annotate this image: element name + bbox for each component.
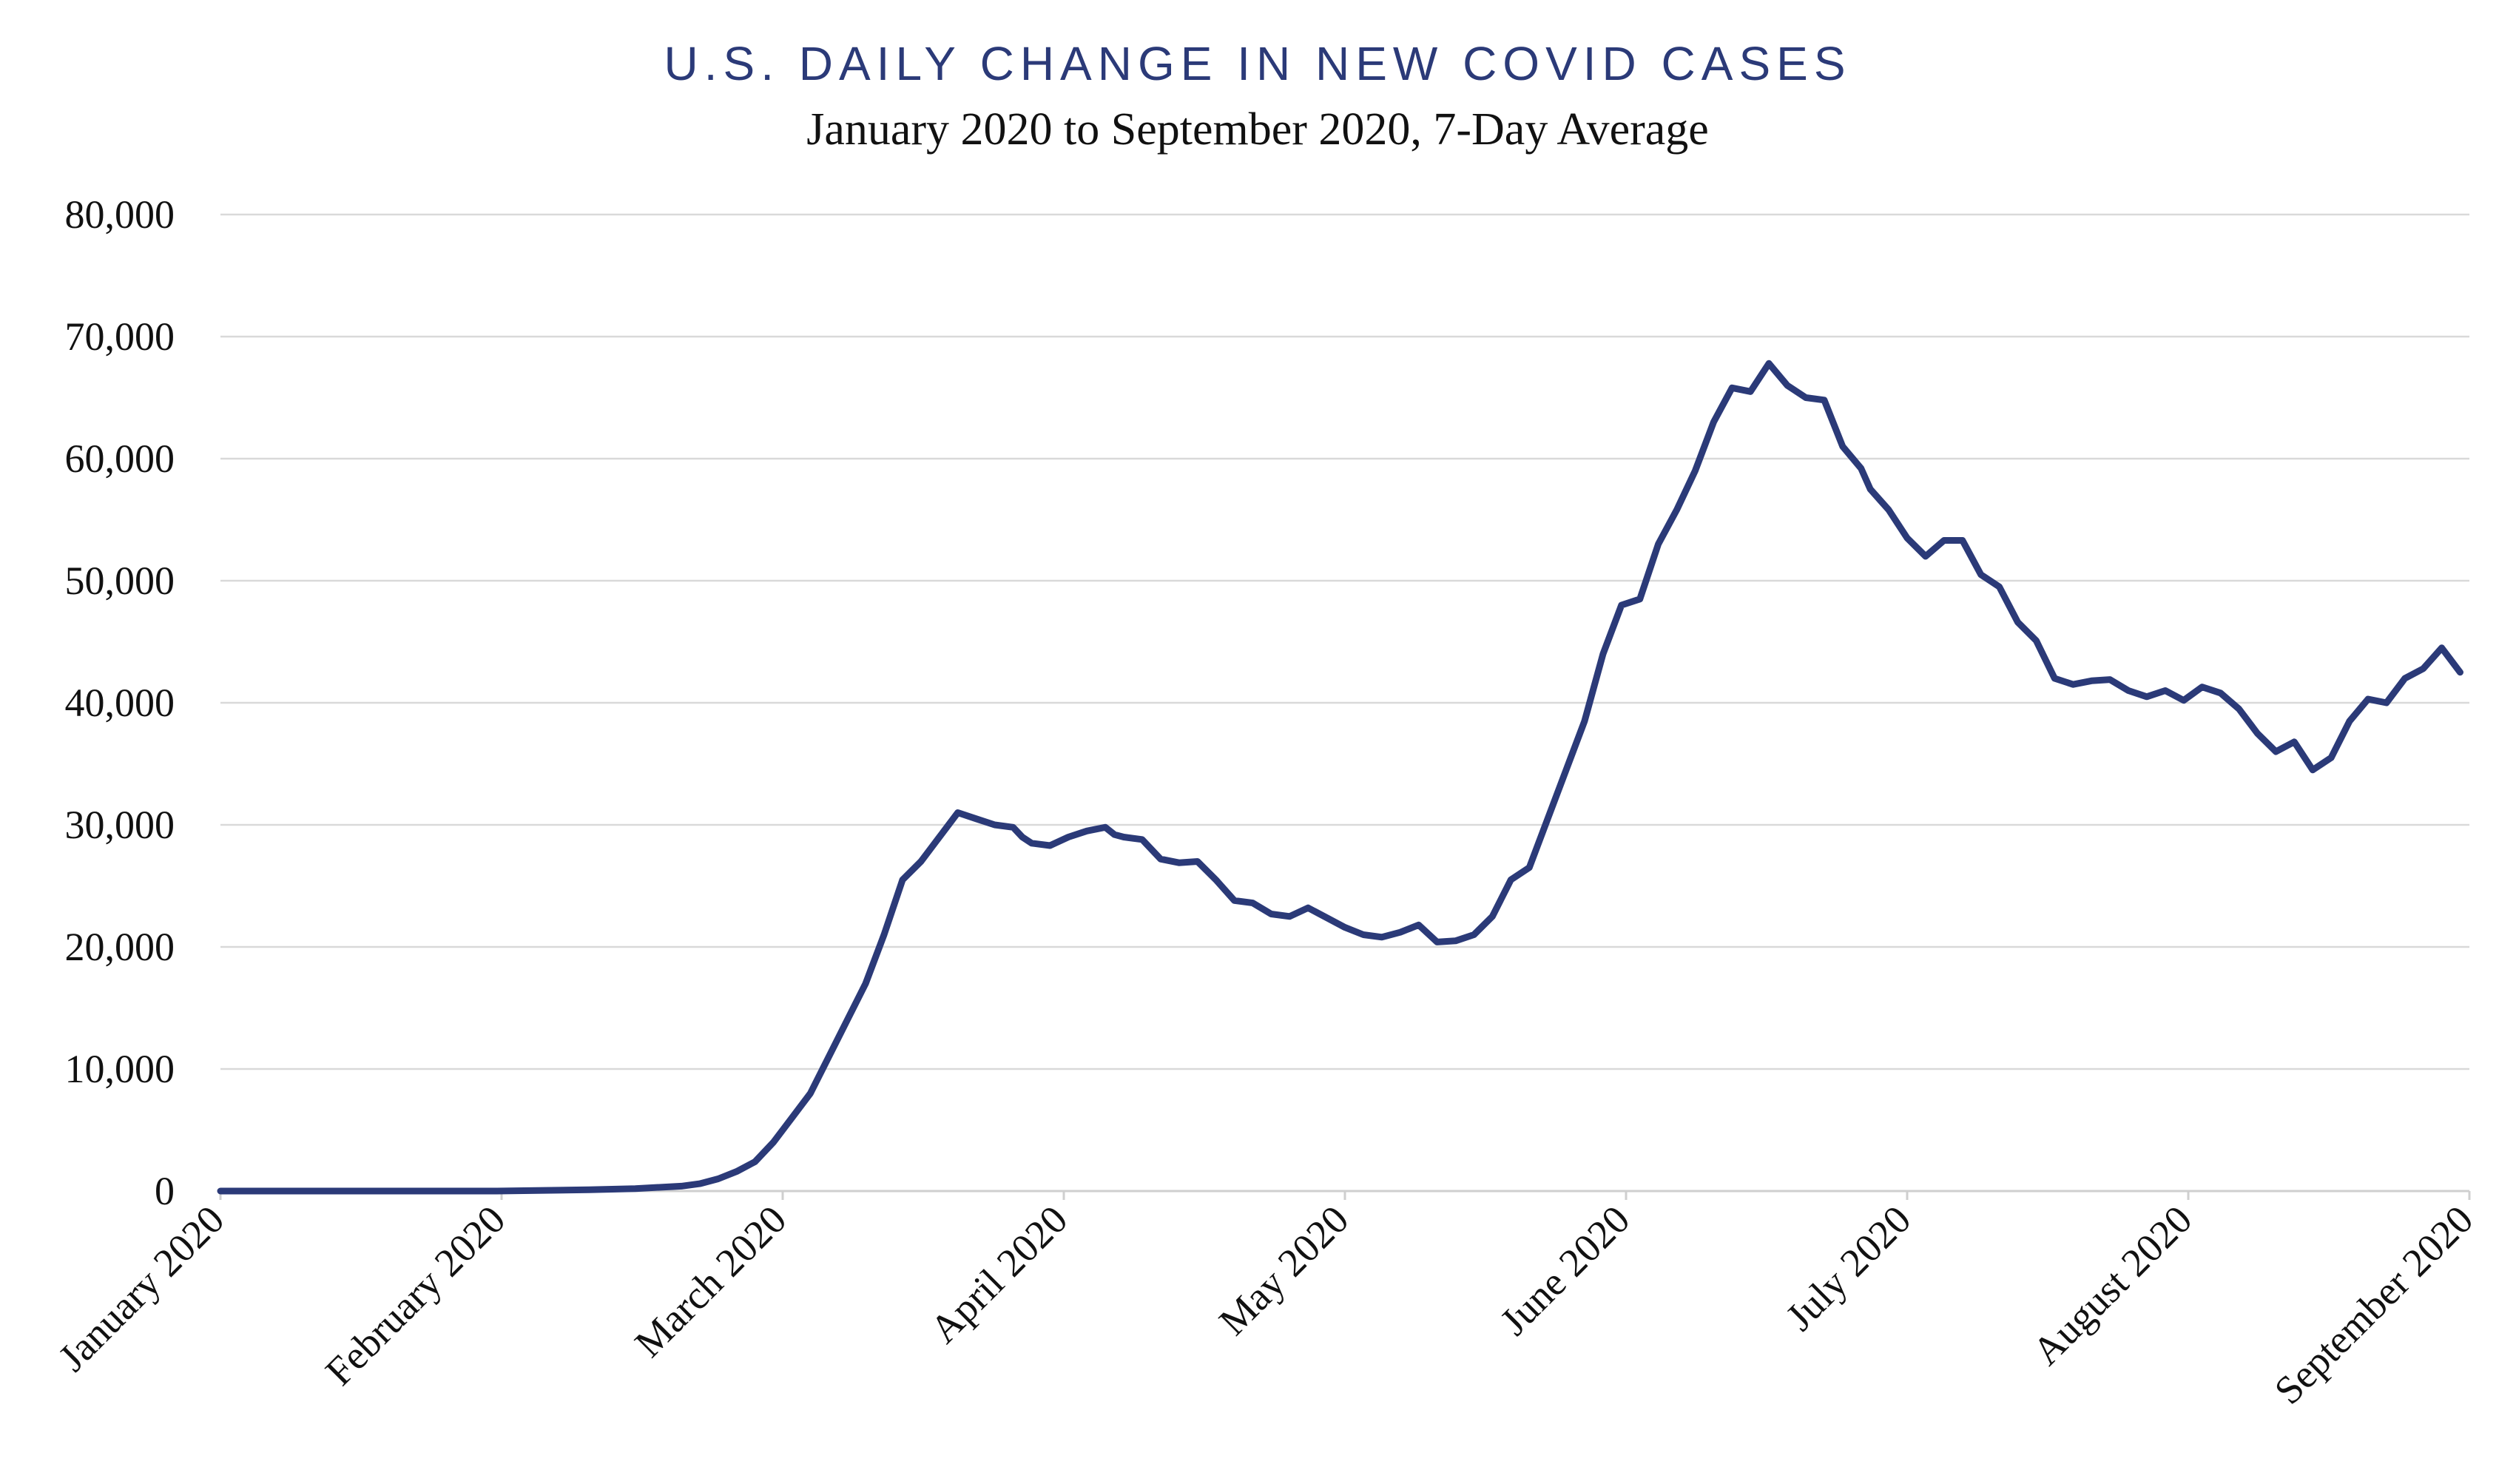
y-tick-labels: 0 10,000 20,000 30,000 40,000 50,000 60,000 70,… <box>65 192 175 1213</box>
x-tick-label: August 2020 <box>2024 1197 2201 1374</box>
chart-subtitle: January 2020 to September 2020, 7-Day Av… <box>806 104 1709 155</box>
y-tick-label: 50,000 <box>65 559 175 603</box>
chart-title: U.S. DAILY CHANGE IN NEW COVID CASES <box>664 37 1852 90</box>
x-tick-labels: January 2020 February 2020 March 2020 April… <box>50 1197 2481 1413</box>
y-tick-label: 80,000 <box>65 192 175 237</box>
y-tick-label: 40,000 <box>65 681 175 725</box>
x-tick-label: May 2020 <box>1210 1197 1357 1343</box>
y-tick-label: 60,000 <box>65 436 175 481</box>
y-tick-label: 30,000 <box>65 803 175 847</box>
y-tick-label: 70,000 <box>65 314 175 359</box>
y-tick-label: 0 <box>155 1169 175 1213</box>
y-tick-label: 10,000 <box>65 1047 175 1091</box>
x-tick-label: September 2020 <box>2266 1197 2482 1413</box>
x-tick-label: July 2020 <box>1777 1197 1919 1339</box>
x-tick-label: January 2020 <box>50 1197 232 1380</box>
x-tick-label: April 2020 <box>922 1197 1076 1352</box>
grid-lines <box>220 213 2469 1070</box>
x-tick-label: February 2020 <box>317 1197 513 1394</box>
series-layer <box>217 360 2463 1195</box>
x-tick-label: June 2020 <box>1491 1197 1638 1343</box>
series-line <box>217 360 2463 1195</box>
y-tick-label: 20,000 <box>65 925 175 969</box>
x-tick-label: March 2020 <box>626 1197 795 1366</box>
